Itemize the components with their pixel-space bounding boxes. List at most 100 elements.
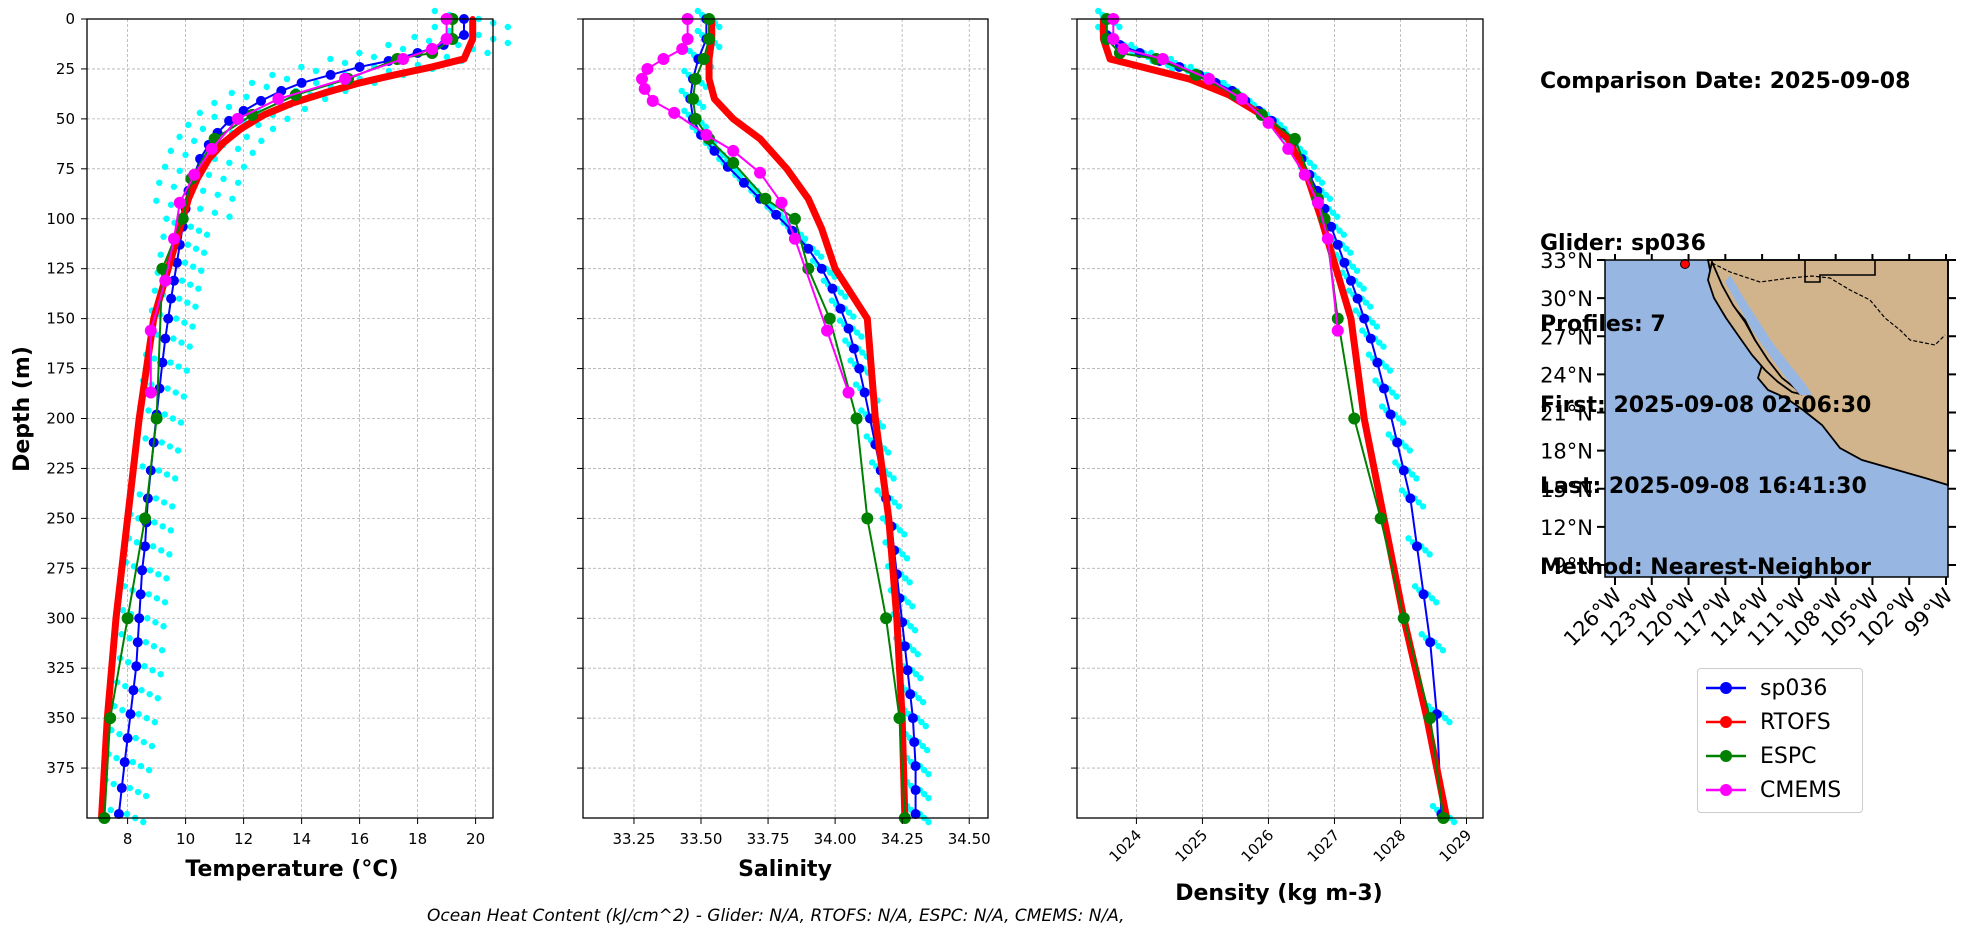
data-point-cmems [440, 32, 453, 45]
raw-point [167, 147, 175, 155]
raw-point [918, 718, 925, 726]
raw-point [110, 780, 117, 788]
data-point-espc [823, 312, 836, 325]
raw-point [154, 694, 161, 702]
raw-point [152, 619, 159, 626]
data-point-espc [1397, 612, 1410, 625]
raw-point [885, 449, 892, 456]
raw-point [1411, 583, 1419, 590]
raw-point [234, 179, 242, 186]
data-point-sp036 [296, 77, 307, 88]
data-point-rtofs [205, 155, 212, 162]
raw-point [1310, 163, 1318, 171]
data-point-espc [104, 712, 117, 725]
data-point-sp036 [119, 757, 130, 768]
raw-point [904, 599, 912, 606]
data-point-cmems [173, 196, 186, 209]
raw-point [1389, 389, 1396, 396]
data-point-sp036 [1425, 637, 1436, 648]
raw-point [284, 115, 291, 123]
raw-point [475, 31, 482, 39]
raw-point [1336, 227, 1343, 234]
raw-point [190, 137, 198, 145]
data-point-sp036 [1365, 333, 1376, 344]
y-tick-label: 250 [46, 509, 75, 527]
lat-tick-label: 33°N [1540, 249, 1593, 273]
data-point-sp036 [459, 29, 469, 40]
raw-point [1347, 249, 1354, 256]
raw-point [1367, 303, 1374, 310]
x-tick-label: 20 [466, 830, 485, 848]
raw-point [107, 806, 114, 814]
data-point-sp036 [132, 637, 143, 648]
data-point-sp036 [128, 685, 139, 696]
raw-point [1392, 459, 1399, 466]
raw-point [163, 471, 171, 478]
data-point-sp036 [122, 733, 133, 744]
data-point-espc [850, 412, 863, 425]
data-point-sp036 [125, 709, 136, 720]
legend-item-espc: ESPC [1706, 741, 1817, 771]
y-tick-label: 375 [46, 759, 75, 777]
legend-marker-espc [1706, 750, 1746, 762]
data-point-sp036 [1405, 493, 1416, 504]
data-point-sp036 [163, 313, 174, 324]
data-point-rtofs [864, 315, 871, 322]
data-point-espc [139, 512, 151, 525]
raw-point [842, 337, 849, 344]
data-point-espc [1374, 512, 1387, 525]
raw-point [142, 639, 150, 646]
raw-point [313, 79, 320, 87]
raw-point [827, 269, 834, 276]
data-point-cmems [1236, 92, 1249, 105]
data-point-sp036 [1352, 293, 1363, 304]
raw-point [158, 547, 165, 554]
y-tick-label: 0 [65, 10, 75, 28]
raw-point [858, 333, 865, 340]
raw-point [431, 23, 438, 31]
data-point-espc [1331, 312, 1344, 325]
y-tick-label: 75 [56, 160, 75, 178]
data-point-sp036 [1372, 357, 1383, 368]
raw-point [170, 335, 177, 342]
raw-point [1409, 471, 1416, 478]
data-point-sp036 [1411, 541, 1422, 552]
raw-point [858, 407, 865, 414]
data-point-rtofs [136, 415, 143, 422]
data-point-rtofs [321, 89, 328, 96]
raw-point [243, 93, 250, 101]
data-point-cmems [636, 72, 649, 85]
data-point-sp036 [771, 209, 782, 220]
raw-point [813, 249, 821, 256]
raw-point [203, 231, 211, 238]
raw-point [443, 53, 451, 61]
data-point-espc [686, 92, 699, 105]
raw-point [327, 55, 334, 63]
raw-point [240, 163, 248, 171]
raw-point [186, 343, 193, 350]
raw-point [1428, 595, 1436, 602]
data-point-espc [703, 32, 716, 45]
raw-point [455, 41, 462, 49]
raw-point [159, 523, 166, 530]
data-point-cmems [1282, 142, 1295, 155]
x-tick-label: 12 [234, 830, 253, 848]
raw-point [185, 121, 192, 129]
x-tick-label: 18 [408, 830, 427, 848]
raw-point [1314, 175, 1322, 182]
raw-point [143, 714, 150, 722]
data-point-rtofs [124, 515, 131, 522]
data-point-rtofs [260, 111, 267, 118]
data-point-espc [788, 212, 801, 225]
raw-point [199, 125, 207, 133]
raw-point [828, 297, 836, 304]
raw-point [716, 43, 723, 51]
y-tick-label: 225 [46, 459, 75, 477]
raw-point [129, 758, 137, 766]
data-point-rtofs [783, 165, 790, 172]
raw-point [146, 690, 153, 698]
data-point-espc [1288, 132, 1301, 145]
data-point-sp036 [816, 263, 827, 274]
raw-point [163, 575, 170, 582]
raw-point [167, 359, 174, 366]
